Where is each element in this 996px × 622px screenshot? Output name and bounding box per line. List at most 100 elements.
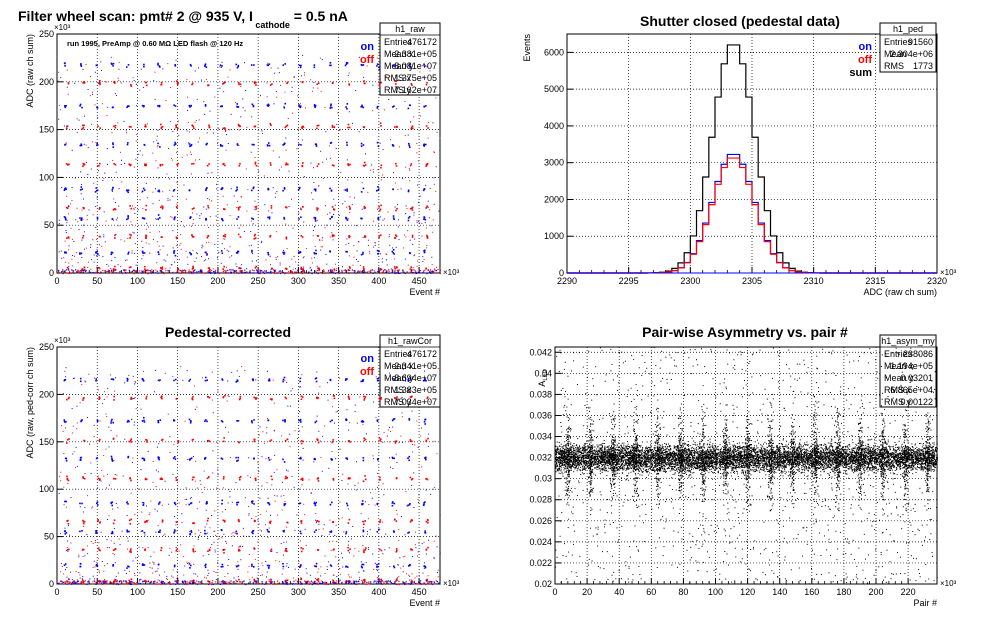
- data-point: [143, 270, 145, 272]
- data-point: [115, 548, 117, 550]
- data-point: [143, 104, 145, 107]
- data-point: [69, 581, 71, 584]
- data-point: [95, 582, 97, 584]
- data-point: [381, 521, 383, 523]
- data-point: [269, 264, 271, 266]
- data-point: [286, 248, 288, 250]
- data-point: [114, 163, 117, 166]
- data-point: [285, 267, 288, 270]
- data-point: [288, 566, 290, 568]
- data-point: [432, 122, 434, 124]
- data-point: [268, 503, 271, 506]
- data-point: [379, 77, 381, 79]
- data-point: [424, 423, 426, 425]
- data-point: [413, 272, 415, 274]
- data-point: [172, 159, 174, 161]
- legend-entry-on: on: [361, 353, 375, 365]
- data-point: [267, 210, 269, 212]
- data-point: [229, 580, 231, 582]
- data-point: [208, 163, 210, 165]
- data-point: [125, 272, 127, 274]
- data-point: [316, 83, 319, 85]
- data-point: [213, 271, 215, 273]
- data-point: [185, 198, 187, 200]
- data-point: [158, 190, 161, 193]
- data-point: [296, 580, 299, 583]
- data-point: [110, 268, 112, 270]
- data-point: [213, 530, 215, 532]
- data-point: [389, 580, 391, 582]
- data-point: [139, 89, 141, 91]
- data-point: [429, 580, 431, 583]
- data-point: [263, 583, 266, 585]
- data-point: [255, 379, 257, 381]
- data-point: [161, 521, 164, 523]
- data-point: [112, 65, 114, 67]
- data-point: [66, 438, 69, 441]
- data-point: [267, 536, 269, 538]
- data-point: [316, 371, 318, 373]
- data-point: [123, 269, 125, 271]
- data-point: [376, 105, 379, 108]
- legend-entry-off: off: [360, 366, 374, 378]
- data-point: [106, 270, 108, 273]
- data-point: [267, 64, 270, 67]
- data-point: [423, 249, 425, 252]
- data-point: [322, 528, 324, 530]
- data-point: [419, 582, 422, 584]
- data-point: [426, 579, 428, 581]
- data-point: [333, 126, 335, 128]
- data-point: [354, 581, 356, 583]
- data-point: [405, 213, 407, 215]
- data-point: [206, 501, 208, 503]
- data-point: [347, 218, 349, 220]
- data-point: [80, 270, 83, 272]
- data-point: [377, 270, 380, 273]
- data-point: [121, 181, 123, 183]
- data-point: [90, 472, 92, 474]
- data-point: [322, 177, 324, 179]
- data-point: [428, 401, 430, 403]
- data-point: [392, 565, 395, 567]
- data-point: [189, 420, 192, 422]
- data-point: [278, 270, 280, 272]
- data-point: [252, 218, 254, 220]
- data-point: [339, 448, 341, 450]
- data-point: [324, 555, 326, 557]
- data-point: [67, 522, 70, 525]
- data-point: [301, 374, 303, 376]
- data-point: [66, 207, 69, 209]
- data-point: [68, 578, 70, 580]
- data-point: [89, 578, 91, 580]
- data-point: [151, 567, 153, 569]
- data-point: [79, 217, 81, 219]
- data-point: [91, 123, 93, 125]
- data-point: [378, 269, 380, 272]
- data-point: [269, 522, 271, 524]
- data-point: [255, 272, 257, 274]
- data-point: [320, 90, 322, 92]
- data-point: [253, 548, 256, 550]
- data-point: [159, 529, 161, 532]
- data-point: [223, 520, 226, 523]
- data-point: [408, 419, 411, 421]
- data-point: [251, 531, 253, 534]
- data-point: [425, 477, 428, 480]
- data-point: [82, 128, 84, 130]
- data-point: [372, 171, 374, 173]
- data-point: [115, 583, 117, 585]
- data-point: [343, 189, 345, 191]
- data-point: [142, 252, 144, 254]
- data-point: [425, 165, 427, 167]
- data-point: [106, 263, 108, 265]
- data-point: [381, 580, 384, 582]
- x-exponent: ×10³: [940, 579, 957, 588]
- data-point: [383, 432, 385, 434]
- data-point: [211, 371, 213, 373]
- data-point: [422, 379, 425, 382]
- data-point: [83, 163, 85, 165]
- data-point: [79, 189, 82, 191]
- data-point: [207, 206, 210, 209]
- data-point: [283, 105, 285, 107]
- data-point: [381, 271, 384, 274]
